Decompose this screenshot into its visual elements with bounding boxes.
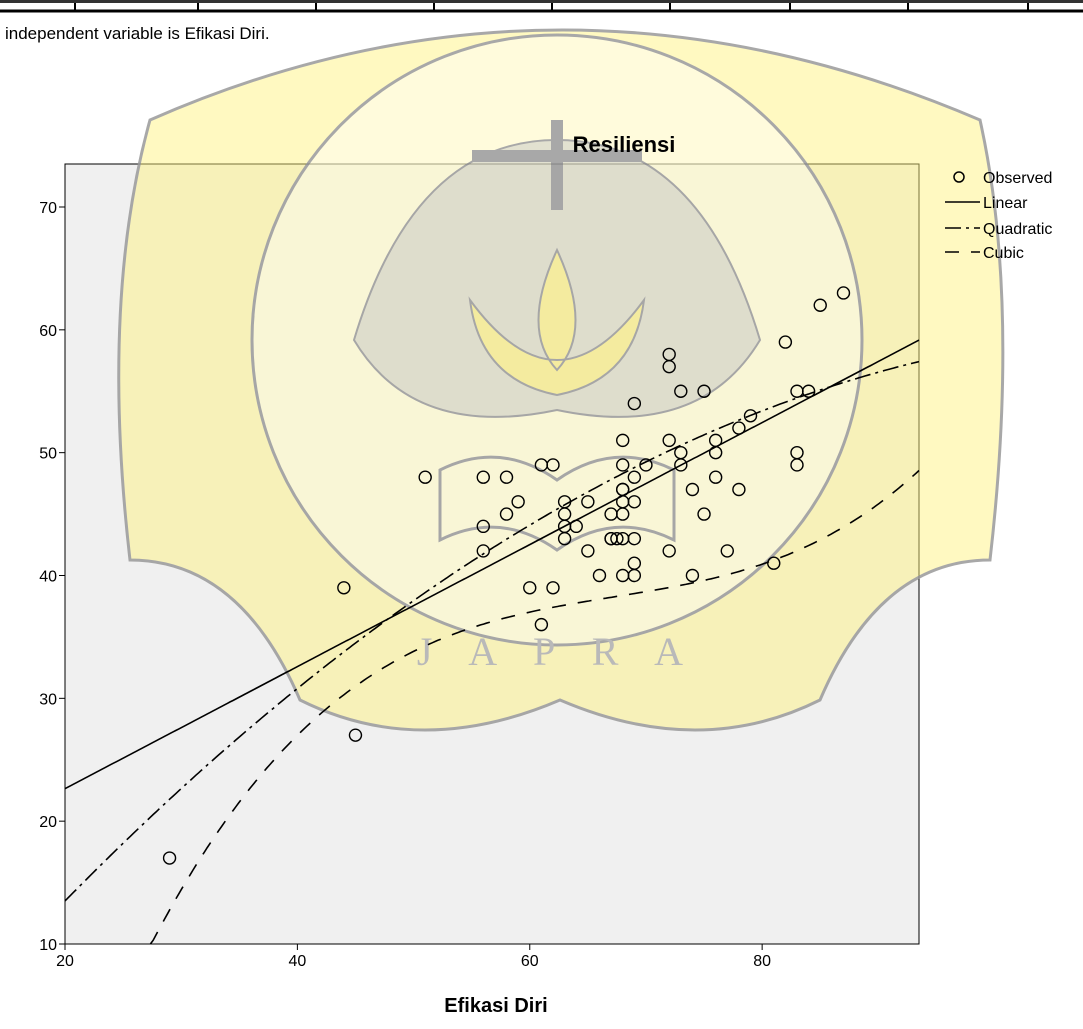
observed-point xyxy=(348,728,363,742)
observed-point xyxy=(616,433,630,448)
observed-point xyxy=(836,286,851,300)
fit-line-quadratic xyxy=(64,360,920,902)
observed-point xyxy=(610,531,624,546)
legend-label-observed: Observed xyxy=(983,170,1052,187)
seal-watermark-icon: J A P R A xyxy=(117,28,1005,732)
x-tick-label: 40 xyxy=(288,953,306,970)
observed-point xyxy=(790,458,804,472)
observed-point xyxy=(627,470,642,484)
observed-point xyxy=(511,495,525,509)
observed-point xyxy=(616,458,630,472)
observed-point xyxy=(662,544,676,558)
y-axis: 10 20 30 40 50 60 70 xyxy=(39,200,65,954)
observed-point xyxy=(557,531,572,546)
observed-point xyxy=(697,507,711,521)
observed-point xyxy=(708,445,723,460)
y-tick-label: 40 xyxy=(39,568,57,585)
table-border-fragment xyxy=(0,0,1083,13)
observed-point xyxy=(523,581,537,595)
y-tick-label: 70 xyxy=(39,200,57,217)
observed-point xyxy=(732,421,746,435)
observed-point xyxy=(674,384,688,398)
y-tick-label: 10 xyxy=(39,937,57,954)
y-tick-label: 50 xyxy=(39,446,57,463)
observed-point xyxy=(674,458,688,472)
observed-point xyxy=(534,617,549,632)
y-tick-label: 30 xyxy=(39,691,57,708)
observed-point xyxy=(662,433,676,448)
y-tick-label: 20 xyxy=(39,814,57,831)
observed-point xyxy=(476,544,490,558)
observed-point xyxy=(767,556,781,570)
legend-label-quadratic: Quadratic xyxy=(983,221,1052,238)
observed-point xyxy=(616,507,630,521)
observed-point xyxy=(639,458,653,472)
observed-point xyxy=(627,531,642,546)
observed-point xyxy=(801,384,816,398)
observed-point xyxy=(697,384,711,398)
observed-point xyxy=(581,544,595,558)
observed-point xyxy=(418,470,432,484)
observed-point xyxy=(732,482,746,497)
legend-label-linear: Linear xyxy=(983,195,1028,212)
observed-point xyxy=(581,495,595,509)
x-tick-label: 80 xyxy=(753,953,771,970)
observed-point xyxy=(627,396,642,411)
fit-lines xyxy=(64,339,920,945)
observed-point xyxy=(337,581,351,595)
observed-point xyxy=(546,458,560,472)
legend-marker-observed xyxy=(953,171,965,183)
observed-point xyxy=(685,482,700,497)
observed-point xyxy=(499,507,514,521)
plot-area xyxy=(64,163,920,945)
observed-point xyxy=(569,519,583,534)
observed-point xyxy=(813,298,827,312)
x-tick-label: 60 xyxy=(521,953,539,970)
fit-line-linear xyxy=(64,339,920,790)
x-tick-label: 20 xyxy=(56,953,74,970)
observed-point xyxy=(546,581,560,595)
observed-point xyxy=(778,335,793,349)
y-tick-label: 60 xyxy=(39,323,57,340)
observed-point xyxy=(627,495,642,509)
observed-point xyxy=(662,359,676,374)
fit-line-cubic xyxy=(149,469,920,945)
observed-point xyxy=(476,470,490,484)
observed-point xyxy=(708,470,723,484)
observed-point xyxy=(720,544,734,558)
legend: Observed Linear Quadratic Cubic xyxy=(945,170,1052,262)
chart-title: Resiliensi xyxy=(573,132,676,157)
x-axis-title: Efikasi Diri xyxy=(444,995,547,1017)
observed-point xyxy=(499,470,514,484)
observed-points xyxy=(162,286,851,865)
observed-point xyxy=(627,568,642,583)
x-axis: 20 40 60 80 xyxy=(56,944,771,970)
observed-point xyxy=(162,851,177,865)
observed-point xyxy=(476,519,490,534)
observed-point xyxy=(685,568,700,583)
svg-text:J A P R A: J A P R A xyxy=(417,629,697,674)
observed-point xyxy=(592,568,607,583)
model-note: independent variable is Efikasi Diri. xyxy=(5,24,270,43)
legend-label-cubic: Cubic xyxy=(983,245,1024,262)
observed-point xyxy=(743,409,758,423)
